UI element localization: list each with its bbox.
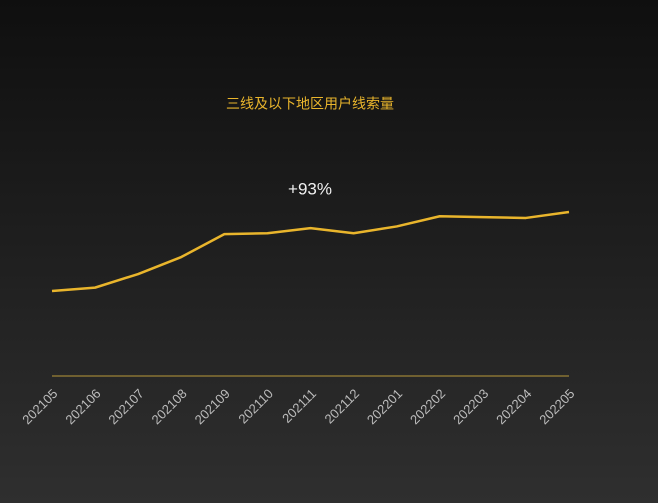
chart-title: 三线及以下地区用户线索量: [226, 96, 394, 112]
line: [51, 210, 570, 293]
annotation: +93%: [288, 179, 332, 198]
